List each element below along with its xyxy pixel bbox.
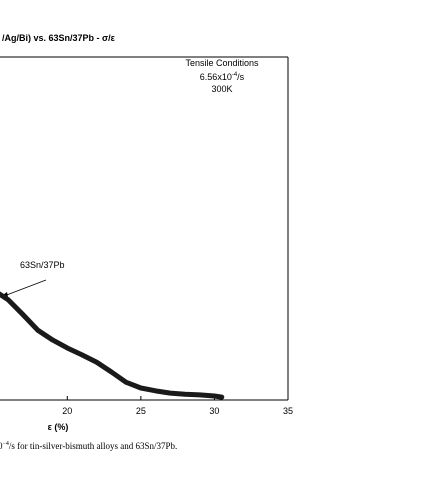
annotation-rate: 6.56x10 — [200, 72, 232, 82]
chart-title: /Ag/Bi) vs. 63Sn/37Pb - σ/ε — [2, 33, 116, 43]
annotation: 6.56x10-4/s — [200, 72, 245, 82]
annotation: 300K — [211, 84, 232, 94]
caption-pre: 0 — [0, 441, 3, 451]
x-tick-label: 35 — [283, 406, 293, 416]
arrow-line — [3, 279, 47, 297]
curve-label: 63Sn/37Pb — [20, 260, 65, 270]
caption-post: /s for tin-silver-bismuth alloys and 63S… — [9, 441, 177, 451]
x-axis-label: ε (%) — [48, 422, 69, 432]
x-tick-label: 20 — [62, 406, 72, 416]
caption: 0−4/s for tin-silver-bismuth alloys and … — [0, 441, 177, 451]
x-tick-label: 30 — [209, 406, 219, 416]
annotation-exp: -4 — [232, 72, 238, 78]
x-tick-label: 25 — [136, 406, 146, 416]
annotation: Tensile Conditions — [185, 58, 259, 68]
data-line — [0, 291, 225, 400]
caption-exp: −4 — [3, 441, 9, 447]
annotation-unit: /s — [237, 72, 245, 82]
